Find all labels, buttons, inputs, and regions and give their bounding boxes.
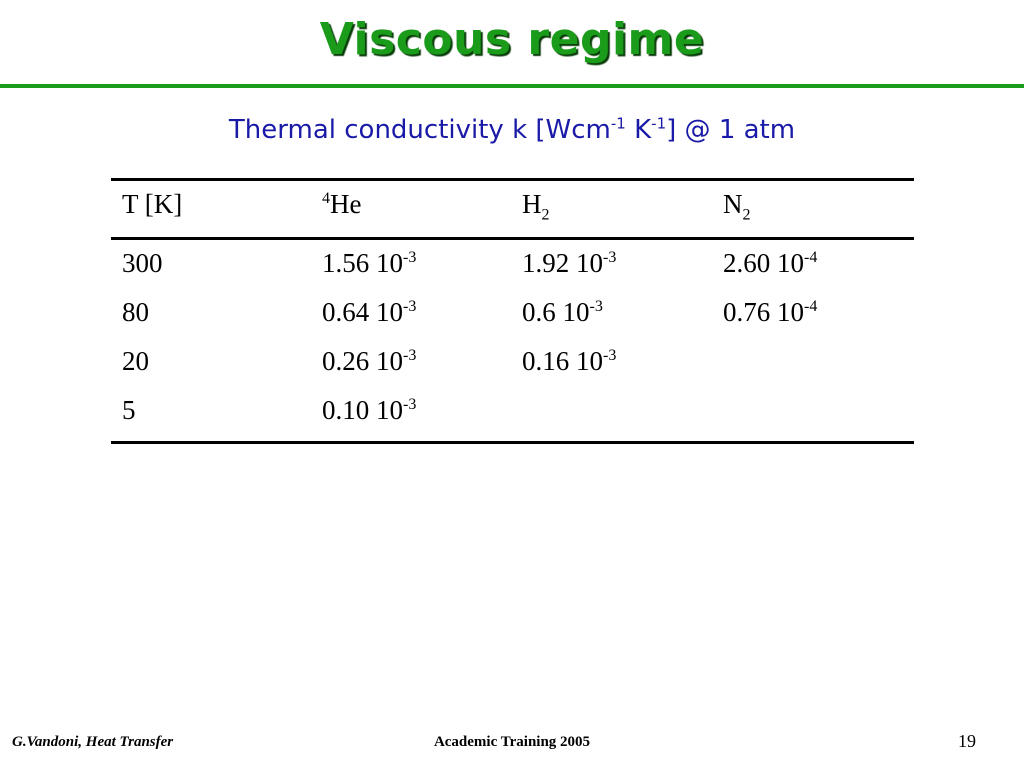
cell-helium: 0.64 10-3 [322,297,416,327]
exponent: -3 [603,249,617,266]
header-hydrogen-subscript: 2 [541,206,550,224]
header-nitrogen-subscript: 2 [742,206,751,224]
table-bottom-rule [111,441,914,444]
header-temperature: T [K] [122,189,183,219]
exponent: -3 [403,249,417,266]
header-nitrogen-symbol: N [723,189,743,219]
header-hydrogen: H2 [522,189,550,223]
header-hydrogen-symbol: H [522,189,542,219]
header-helium-mass: 4 [322,190,330,207]
exponent: -3 [403,347,417,364]
mantissa: 0.16 10 [522,346,603,376]
cell-helium: 1.56 10-3 [322,248,416,278]
subtitle-exponent-2: -1 [651,114,667,133]
cell-hydrogen: 0.16 10-3 [522,346,616,376]
mantissa: 1.56 10 [322,248,403,278]
mantissa: 0.64 10 [322,297,403,327]
header-helium: 4He [322,189,361,219]
mantissa: 0.6 10 [522,297,590,327]
mantissa: 2.60 10 [723,248,804,278]
mantissa: 0.10 10 [322,395,403,425]
footer-event: Academic Training 2005 [433,734,591,750]
cell-temperature: 20 [122,346,149,376]
cell-helium: 0.26 10-3 [322,346,416,376]
exponent: -3 [403,298,417,315]
subtitle-text-a: Thermal conductivity k [Wcm [228,115,611,145]
title-divider [0,84,1024,88]
slide-title: Viscous regime [319,14,705,65]
exponent: -3 [403,396,417,413]
exponent: -3 [603,347,617,364]
footer-author: G.Vandoni, Heat Transfer [12,734,174,750]
slide-subtitle: Thermal conductivity k [Wcm-1 K-1] @ 1 a… [0,115,1024,145]
table-header-rule [111,237,914,240]
cell-hydrogen: 0.6 10-3 [522,297,603,327]
cell-hydrogen: 1.92 10-3 [522,248,616,278]
page-number: 19 [958,731,976,751]
cell-nitrogen: 2.60 10-4 [723,248,817,278]
subtitle-text-b: K [625,115,652,145]
cell-nitrogen: 0.76 10-4 [723,297,817,327]
header-helium-symbol: He [330,189,362,219]
exponent: -4 [804,249,818,266]
cell-temperature: 300 [122,248,163,278]
mantissa: 0.26 10 [322,346,403,376]
exponent: -3 [589,298,603,315]
exponent: -4 [804,298,818,315]
cell-temperature: 5 [122,395,136,425]
mantissa: 0.76 10 [723,297,804,327]
header-nitrogen: N2 [723,189,751,223]
mantissa: 1.92 10 [522,248,603,278]
table-top-rule [111,178,914,181]
subtitle-text-c: ] @ 1 atm [666,115,796,145]
cell-helium: 0.10 10-3 [322,395,416,425]
subtitle-exponent-1: -1 [610,114,626,133]
cell-temperature: 80 [122,297,149,327]
